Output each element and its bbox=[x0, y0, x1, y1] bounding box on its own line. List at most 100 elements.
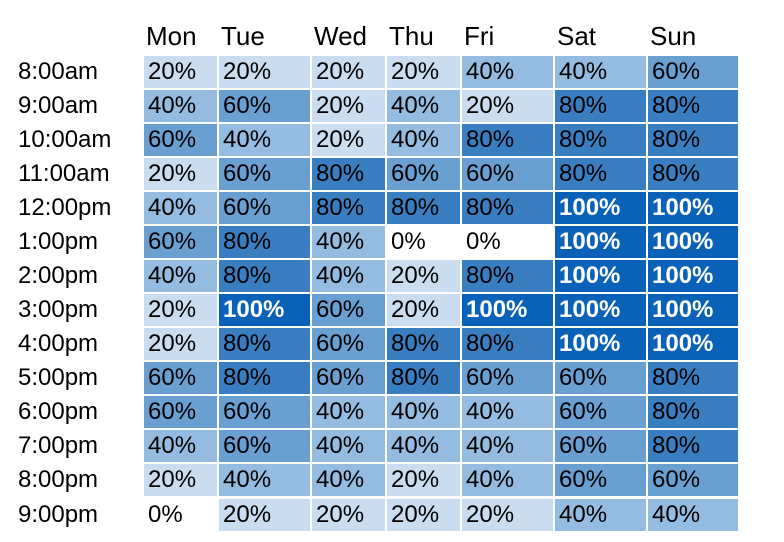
time-label: 8:00am bbox=[18, 58, 99, 85]
heatmap-cell: 20% bbox=[144, 328, 217, 361]
heatmap-cell: 40% bbox=[312, 226, 385, 259]
heatmap-cell: 80% bbox=[555, 90, 646, 123]
heatmap-cell: 0% bbox=[387, 226, 460, 259]
heatmap-cell: 80% bbox=[462, 260, 553, 293]
heatmap-cell: 100% bbox=[219, 294, 310, 327]
heatmap-cell: 40% bbox=[144, 90, 217, 123]
heatmap-cell: 60% bbox=[555, 430, 646, 463]
day-label-sun: Sun bbox=[650, 21, 697, 51]
heatmap-cell: 100% bbox=[555, 294, 646, 327]
heatmap-cell: 80% bbox=[312, 158, 385, 191]
heatmap-cell: 20% bbox=[144, 56, 217, 88]
heatmap-cell: 60% bbox=[462, 158, 553, 191]
heatmap-cell: 80% bbox=[648, 430, 738, 463]
heatmap-cell: 60% bbox=[144, 226, 217, 259]
heatmap-cell: 100% bbox=[648, 260, 738, 293]
heatmap-cell: 20% bbox=[387, 260, 460, 293]
heatmap-cell: 80% bbox=[462, 124, 553, 157]
heatmap-cell: 100% bbox=[555, 226, 646, 259]
time-label: 12:00pm bbox=[18, 194, 112, 222]
time-label: 6:00pm bbox=[18, 398, 99, 426]
heatmap-cell: 40% bbox=[462, 430, 553, 463]
heatmap-cell: 100% bbox=[555, 192, 646, 225]
day-label-wed: Wed bbox=[314, 21, 367, 51]
heatmap-cell: 40% bbox=[555, 498, 646, 531]
heatmap-cell: 100% bbox=[462, 294, 553, 327]
heatmap-cell: 80% bbox=[648, 158, 738, 191]
heatmap-cell: 80% bbox=[648, 90, 738, 123]
heatmap-cell: 20% bbox=[219, 56, 310, 88]
heatmap-cell: 60% bbox=[219, 396, 310, 429]
heatmap-cell: 40% bbox=[648, 498, 738, 531]
heatmap-cell: 0% bbox=[462, 226, 553, 259]
time-label: 3:00pm bbox=[18, 296, 99, 324]
heatmap-cell: 40% bbox=[312, 396, 385, 429]
heatmap-cell: 40% bbox=[462, 396, 553, 429]
heatmap-cell: 80% bbox=[462, 328, 553, 361]
heatmap-cell: 60% bbox=[144, 124, 217, 157]
heatmap-cell: 80% bbox=[219, 362, 310, 395]
heatmap-cell: 40% bbox=[219, 464, 310, 497]
day-label-thu: Thu bbox=[389, 21, 434, 51]
heatmap-cell: 20% bbox=[312, 498, 385, 531]
day-label-sat: Sat bbox=[557, 21, 597, 51]
heatmap-cell: 60% bbox=[648, 464, 738, 497]
heatmap-cell: 40% bbox=[387, 430, 460, 463]
heatmap-cell: 40% bbox=[144, 260, 217, 293]
heatmap-cell: 20% bbox=[144, 158, 217, 191]
heatmap-cell: 20% bbox=[144, 464, 217, 497]
heatmap-cell: 60% bbox=[219, 158, 310, 191]
heatmap-cell: 80% bbox=[648, 124, 738, 157]
day-label-tue: Tue bbox=[221, 21, 265, 51]
heatmap-cell: 60% bbox=[555, 396, 646, 429]
heatmap-cell: 40% bbox=[312, 260, 385, 293]
heatmap-cell: 60% bbox=[312, 294, 385, 327]
time-label: 10:00am bbox=[18, 126, 112, 154]
time-label: 11:00am bbox=[18, 160, 110, 188]
heatmap-cell: 60% bbox=[312, 328, 385, 361]
heatmap-cell: 60% bbox=[144, 396, 217, 429]
heatmap-cell: 80% bbox=[219, 328, 310, 361]
heatmap-cell: 60% bbox=[312, 362, 385, 395]
heatmap-cell: 80% bbox=[387, 362, 460, 395]
heatmap-cell: 100% bbox=[648, 328, 738, 361]
heatmap-cell: 80% bbox=[648, 396, 738, 429]
heatmap-cell: 40% bbox=[219, 124, 310, 157]
heatmap-cell: 60% bbox=[219, 90, 310, 123]
heatmap-cell: 80% bbox=[312, 192, 385, 225]
heatmap-cell: 60% bbox=[648, 56, 738, 88]
heatmap-cell: 60% bbox=[144, 362, 217, 395]
heatmap-cell: 80% bbox=[462, 192, 553, 225]
heatmap-cell: 20% bbox=[219, 498, 310, 531]
heatmap-cell: 60% bbox=[219, 192, 310, 225]
heatmap-cell: 20% bbox=[462, 498, 553, 531]
heatmap-cell: 40% bbox=[144, 430, 217, 463]
heatmap-cell: 40% bbox=[312, 464, 385, 497]
heatmap-cell: 60% bbox=[462, 362, 553, 395]
heatmap-cell: 80% bbox=[555, 124, 646, 157]
heatmap-cell: 20% bbox=[387, 498, 460, 531]
heatmap-cell: 40% bbox=[312, 430, 385, 463]
heatmap-cell: 40% bbox=[387, 396, 460, 429]
heatmap-cell: 40% bbox=[387, 90, 460, 123]
heatmap-cell: 20% bbox=[312, 90, 385, 123]
heatmap-cell: 20% bbox=[312, 124, 385, 157]
heatmap-cell: 40% bbox=[555, 56, 646, 88]
heatmap-cell: 40% bbox=[387, 124, 460, 157]
heatmap-cell: 100% bbox=[648, 192, 738, 225]
heatmap-cell: 40% bbox=[144, 192, 217, 225]
heatmap-cell: 20% bbox=[387, 464, 460, 497]
heatmap-cell: 0% bbox=[144, 498, 217, 531]
time-label: 9:00pm bbox=[18, 500, 99, 528]
heatmap-cell: 100% bbox=[648, 294, 738, 327]
heatmap-cell: 20% bbox=[144, 294, 217, 327]
heatmap-cell: 60% bbox=[555, 362, 646, 395]
heatmap-cell: 60% bbox=[219, 430, 310, 463]
heatmap-cell: 40% bbox=[462, 464, 553, 497]
time-label: 8:00pm bbox=[18, 466, 99, 494]
heatmap-cell: 80% bbox=[387, 328, 460, 361]
heatmap-cell: 80% bbox=[555, 158, 646, 191]
heatmap-cell: 80% bbox=[219, 226, 310, 259]
heatmap-cell: 80% bbox=[648, 362, 738, 395]
